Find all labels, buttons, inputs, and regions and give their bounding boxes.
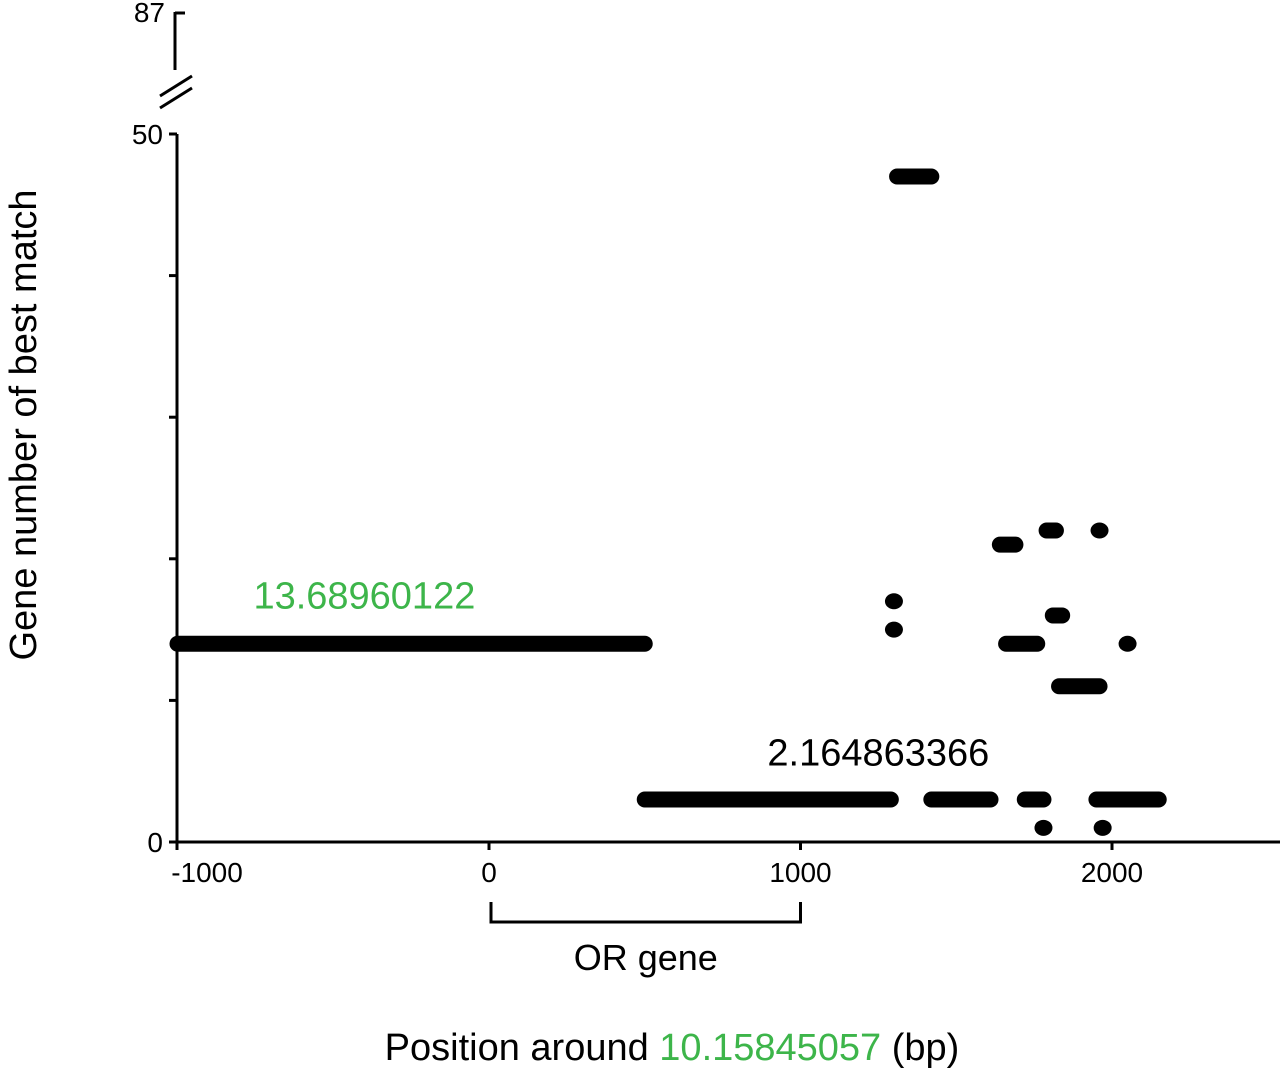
x-axis-title-suffix: (bp)	[881, 1027, 959, 1069]
x-tick-label: 0	[481, 857, 497, 888]
data-point	[1034, 819, 1053, 836]
x-axis-title-highlight: 10.15845057	[659, 1027, 881, 1069]
or-gene-bracket	[489, 902, 802, 924]
y-axis-title: Gene number of best match	[3, 189, 45, 660]
data-point	[884, 621, 903, 638]
x-axis-title: Position around 10.15845057 (bp)	[385, 1027, 960, 1069]
axis-break-mark	[159, 74, 193, 98]
x-tick-label: -1000	[171, 857, 243, 888]
x-axis-title-prefix: Position around	[385, 1027, 660, 1069]
y-tick-label: 50	[132, 119, 163, 150]
annotation-label: 13.68960122	[253, 575, 475, 617]
data-marks	[169, 168, 1167, 836]
y-tick-label: 0	[147, 827, 163, 858]
axes	[159, 11, 1280, 924]
labels: 0 50 87 -1000 0 1000 2000 13.68960122 2.16486336…	[3, 0, 1143, 1069]
data-point	[884, 593, 903, 610]
data-point	[1118, 635, 1137, 652]
or-gene-label: OR gene	[574, 937, 718, 978]
data-point	[1090, 522, 1109, 539]
x-tick-label: 1000	[769, 857, 831, 888]
annotation-label: 2.164863366	[767, 733, 989, 775]
axis-break-mark	[159, 86, 193, 110]
y-tick-label-break: 87	[134, 0, 165, 28]
x-tick-label: 2000	[1081, 857, 1143, 888]
data-point	[1093, 819, 1112, 836]
